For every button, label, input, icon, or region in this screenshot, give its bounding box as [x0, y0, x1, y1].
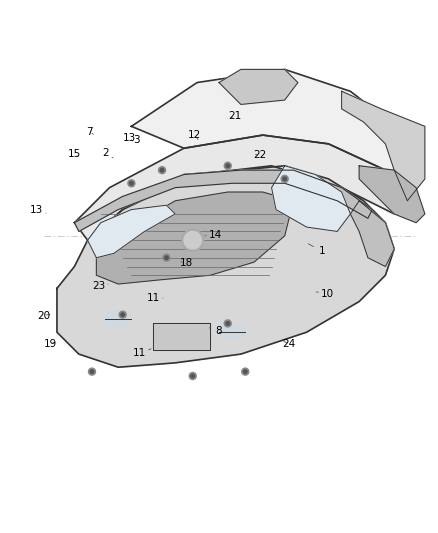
Circle shape [281, 175, 288, 182]
Text: 18: 18 [180, 258, 193, 268]
Text: 14: 14 [205, 230, 222, 240]
Text: 13: 13 [123, 133, 136, 143]
Text: 2: 2 [102, 149, 113, 158]
Circle shape [283, 177, 286, 181]
Polygon shape [342, 91, 425, 201]
Polygon shape [350, 201, 394, 266]
Text: 20: 20 [37, 311, 50, 320]
Polygon shape [88, 205, 175, 258]
Polygon shape [74, 170, 372, 231]
Circle shape [159, 167, 166, 174]
Circle shape [119, 311, 126, 318]
Circle shape [224, 162, 231, 169]
Polygon shape [57, 166, 394, 367]
Circle shape [242, 368, 249, 375]
Circle shape [165, 256, 168, 260]
Ellipse shape [219, 325, 245, 340]
Polygon shape [96, 192, 293, 284]
Circle shape [160, 168, 164, 172]
Polygon shape [272, 166, 350, 231]
Bar [153, 324, 210, 350]
Text: 1: 1 [308, 244, 325, 256]
Polygon shape [359, 166, 425, 223]
Text: 13: 13 [30, 205, 46, 215]
Circle shape [226, 322, 230, 325]
Circle shape [121, 313, 124, 317]
Ellipse shape [105, 311, 131, 327]
Circle shape [184, 231, 201, 249]
Text: 12: 12 [188, 130, 201, 140]
Text: 3: 3 [133, 135, 140, 146]
Text: 8: 8 [209, 326, 223, 336]
Polygon shape [219, 69, 298, 104]
Text: 11: 11 [133, 348, 151, 358]
Text: 11: 11 [147, 293, 163, 303]
Circle shape [244, 370, 247, 374]
Text: 23: 23 [92, 281, 108, 291]
Circle shape [224, 320, 231, 327]
Text: 24: 24 [283, 339, 296, 349]
Text: 15: 15 [68, 149, 81, 159]
Polygon shape [74, 135, 407, 240]
Circle shape [128, 180, 135, 187]
Circle shape [226, 164, 230, 167]
Circle shape [88, 368, 95, 375]
Circle shape [163, 254, 170, 261]
Circle shape [130, 182, 133, 185]
Circle shape [182, 229, 204, 251]
Text: 10: 10 [316, 289, 334, 298]
Text: 21: 21 [229, 111, 242, 122]
Text: 19: 19 [44, 339, 57, 349]
Circle shape [90, 370, 94, 374]
Polygon shape [131, 69, 407, 170]
Circle shape [189, 373, 196, 379]
Circle shape [191, 374, 194, 378]
Text: 22: 22 [253, 150, 266, 160]
Text: 7: 7 [86, 127, 93, 136]
